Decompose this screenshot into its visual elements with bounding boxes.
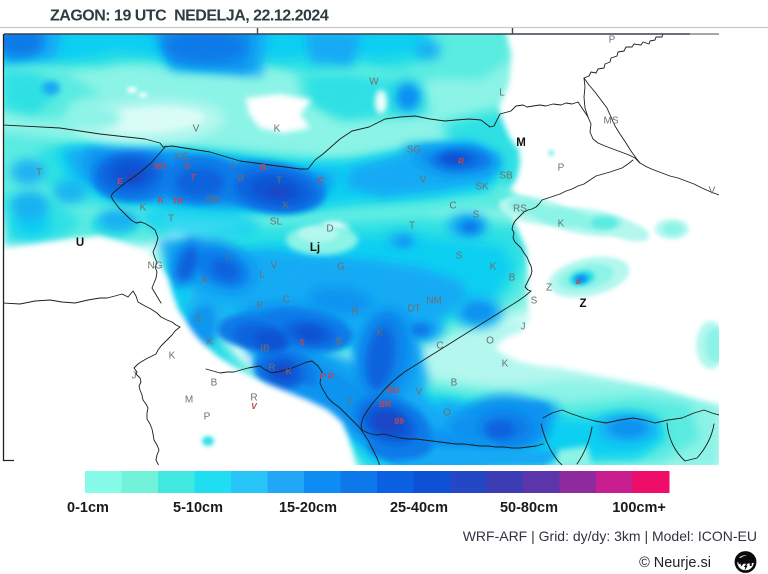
svg-text:15-20cm: 15-20cm bbox=[279, 500, 337, 516]
svg-text:K: K bbox=[169, 351, 176, 362]
svg-text:K: K bbox=[207, 337, 214, 348]
svg-text:RG: RG bbox=[387, 385, 400, 395]
svg-text:a: a bbox=[576, 276, 581, 286]
svg-text:SL: SL bbox=[270, 217, 283, 228]
svg-text:W: W bbox=[369, 77, 379, 88]
svg-text:T: T bbox=[190, 172, 196, 182]
svg-text:S: S bbox=[184, 161, 190, 171]
svg-text:O: O bbox=[443, 408, 451, 419]
svg-text:Z: Z bbox=[546, 283, 552, 294]
svg-text:J: J bbox=[521, 322, 526, 333]
svg-text:P: P bbox=[558, 163, 565, 174]
svg-text:S: S bbox=[473, 210, 480, 221]
svg-text:100cm+: 100cm+ bbox=[612, 500, 666, 516]
svg-text:V: V bbox=[271, 261, 278, 272]
svg-text:V: V bbox=[193, 124, 200, 135]
svg-text:TK: TK bbox=[172, 196, 184, 206]
svg-text:B: B bbox=[336, 337, 343, 348]
svg-text:NM: NM bbox=[426, 296, 442, 307]
svg-text:MS: MS bbox=[604, 116, 619, 127]
svg-text:C: C bbox=[282, 295, 289, 306]
svg-text:L: L bbox=[499, 88, 505, 99]
svg-text:C: C bbox=[436, 341, 443, 352]
svg-text:V: V bbox=[416, 387, 423, 398]
svg-text:Lj: Lj bbox=[310, 242, 320, 254]
svg-text:B: B bbox=[211, 378, 218, 389]
svg-text:NG: NG bbox=[148, 261, 163, 272]
svg-text:B: B bbox=[238, 174, 245, 185]
svg-text:P: P bbox=[204, 412, 211, 423]
svg-text:KG: KG bbox=[175, 152, 190, 163]
svg-text:MJ: MJ bbox=[154, 161, 166, 171]
svg-text:0-1cm: 0-1cm bbox=[67, 500, 109, 516]
svg-text:BB: BB bbox=[206, 195, 220, 206]
svg-text:S: S bbox=[195, 314, 202, 325]
svg-text:WRF-ARF | Grid: dy/dy: 3km | M: WRF-ARF | Grid: dy/dy: 3km | Model: ICON… bbox=[463, 528, 757, 544]
svg-text:M: M bbox=[185, 395, 193, 406]
svg-text:V: V bbox=[251, 401, 258, 411]
svg-text:S: S bbox=[456, 251, 463, 262]
svg-text:V: V bbox=[709, 186, 716, 197]
svg-text:B: B bbox=[509, 273, 516, 284]
svg-text:T: T bbox=[168, 214, 174, 225]
svg-text:O: O bbox=[486, 336, 494, 347]
svg-text:SK: SK bbox=[475, 182, 489, 193]
svg-text:C: C bbox=[318, 175, 325, 185]
svg-text:D: D bbox=[326, 224, 333, 235]
svg-text:L: L bbox=[259, 270, 265, 281]
svg-text:K: K bbox=[158, 195, 165, 205]
svg-text:R: R bbox=[351, 307, 358, 318]
svg-text:J: J bbox=[230, 161, 235, 172]
svg-text:RS: RS bbox=[513, 204, 527, 215]
svg-text:I: I bbox=[226, 253, 229, 264]
svg-text:K: K bbox=[377, 328, 384, 339]
svg-text:SG: SG bbox=[407, 145, 422, 156]
svg-text:BR: BR bbox=[379, 399, 392, 409]
svg-text:B: B bbox=[260, 162, 266, 172]
svg-text:Z: Z bbox=[579, 298, 586, 310]
svg-text:R: R bbox=[458, 156, 465, 166]
svg-text:50-80cm: 50-80cm bbox=[500, 500, 558, 516]
svg-text:S: S bbox=[531, 296, 538, 307]
svg-text:DT: DT bbox=[407, 304, 420, 315]
svg-text:T: T bbox=[36, 168, 42, 179]
svg-text:K: K bbox=[274, 124, 281, 135]
svg-text:K: K bbox=[502, 359, 509, 370]
svg-text:25-40cm: 25-40cm bbox=[390, 500, 448, 516]
svg-text:K: K bbox=[490, 262, 497, 273]
svg-text:G: G bbox=[337, 262, 345, 273]
svg-text:E: E bbox=[117, 176, 123, 186]
svg-text:J: J bbox=[132, 371, 137, 382]
svg-text:T: T bbox=[409, 221, 415, 232]
svg-text:IB: IB bbox=[260, 344, 270, 355]
svg-text:V: V bbox=[420, 175, 427, 186]
svg-text:5-10cm: 5-10cm bbox=[173, 500, 223, 516]
svg-text:C: C bbox=[449, 201, 456, 212]
svg-text:F: F bbox=[347, 398, 353, 409]
svg-text:99: 99 bbox=[394, 416, 404, 426]
svg-text:SB: SB bbox=[499, 171, 513, 182]
svg-text:M: M bbox=[516, 137, 526, 149]
svg-text:ZAGON: 19 UTC NEDELJA, 22.12.: ZAGON: 19 UTC NEDELJA, 22.12.2024 bbox=[50, 8, 329, 25]
svg-text:R: R bbox=[250, 393, 257, 404]
svg-text:B: B bbox=[451, 378, 458, 389]
svg-text:S: S bbox=[299, 337, 305, 347]
svg-text:U: U bbox=[76, 237, 84, 249]
svg-text:P R: P R bbox=[320, 371, 335, 381]
svg-text:© Neurje.si: © Neurje.si bbox=[639, 555, 711, 571]
svg-text:T: T bbox=[276, 176, 282, 187]
svg-text:K: K bbox=[283, 201, 290, 212]
svg-text:P: P bbox=[609, 35, 616, 46]
svg-text:R: R bbox=[268, 363, 275, 374]
svg-text:K: K bbox=[140, 203, 147, 214]
svg-text:K: K bbox=[558, 219, 565, 230]
svg-text:K: K bbox=[286, 367, 293, 378]
svg-text:A: A bbox=[201, 276, 208, 287]
svg-text:P: P bbox=[257, 301, 264, 312]
